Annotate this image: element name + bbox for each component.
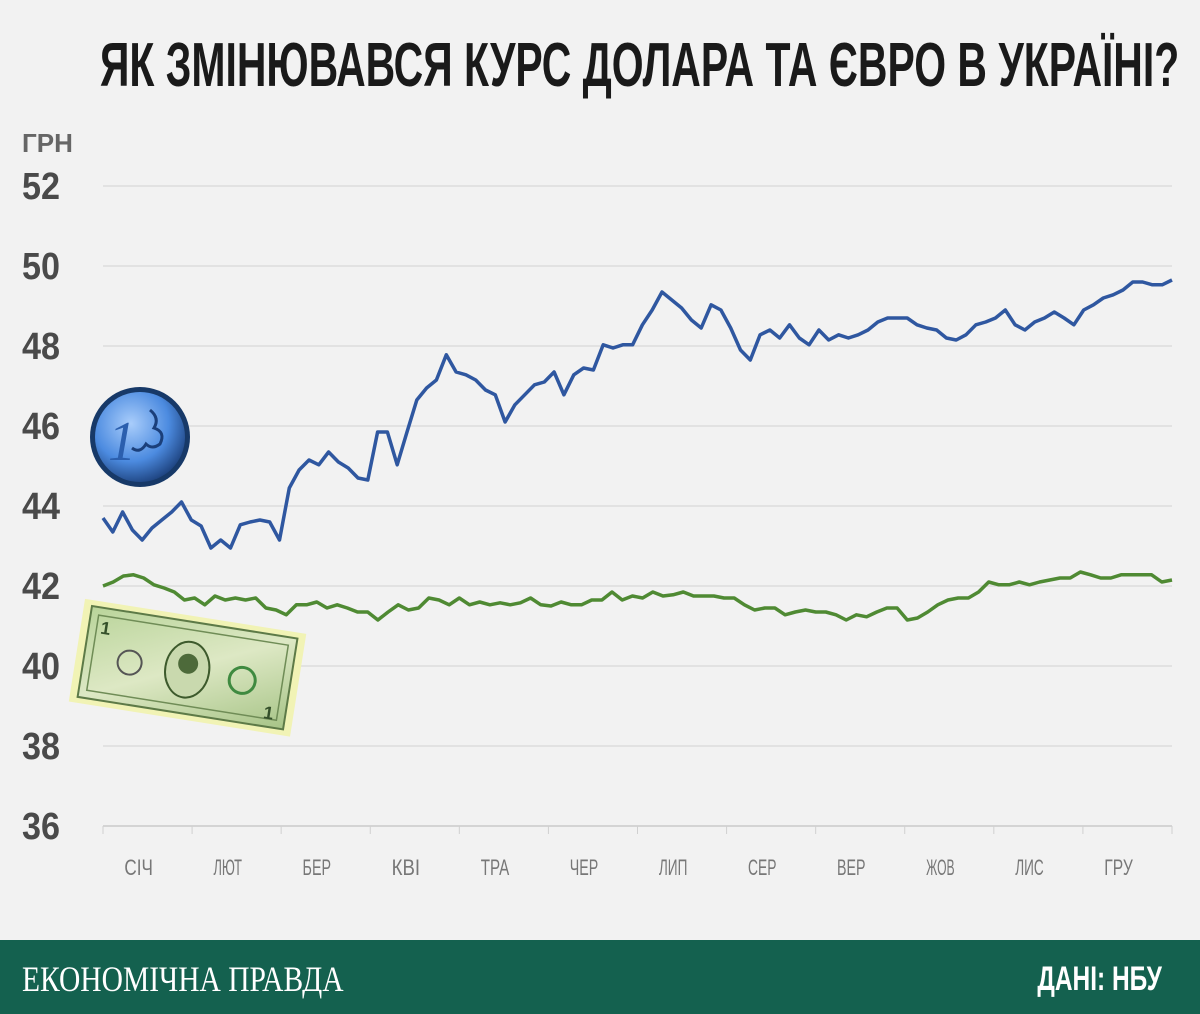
y-tick-label: 40: [22, 646, 60, 688]
x-tick-label: ЖОВ: [926, 855, 955, 880]
y-tick-label: 38: [22, 726, 60, 768]
dollar-bill-icon: 1 1: [68, 598, 307, 737]
series-line-eur: [101, 278, 1173, 550]
brand-logo: ЕКОНОМІЧНА ПРАВДА: [22, 959, 344, 999]
x-tick-label: БЕР: [303, 855, 332, 880]
svg-text:1: 1: [262, 702, 275, 723]
x-tick-label: ГРУ: [1104, 855, 1133, 880]
x-tick-label: СІЧ: [124, 855, 153, 880]
footer-bar: ЕКОНОМІЧНА ПРАВДА ДАНІ: НБУ: [0, 940, 1200, 1014]
x-tick-label: ЛЮТ: [213, 855, 242, 880]
y-tick-label: 52: [22, 166, 60, 208]
euro-coin-icon: 1: [90, 387, 190, 487]
x-tick-label: ЛИП: [659, 855, 688, 880]
x-tick-label: КВІ: [392, 855, 421, 880]
y-tick-label: 44: [22, 486, 60, 528]
chart-title: ЯК ЗМІНЮВАВСЯ КУРС ДОЛАРА ТА ЄВРО В УКРА…: [100, 31, 1180, 100]
svg-text:1: 1: [99, 618, 112, 639]
y-tick-label: 46: [22, 406, 60, 448]
line-chart: ГРН 36 38 40 42 44 46 48 50 52 СІЧ ЛЮТ БЕР КВІ ТРА ЧЕ…: [22, 128, 1173, 880]
x-tick-label: СЕР: [748, 855, 777, 880]
series-line-usd: [102, 570, 1173, 622]
x-tick-label: ТРА: [481, 855, 510, 880]
x-tick-label: ВЕР: [837, 855, 866, 880]
x-tick-label: ЛИС: [1015, 855, 1044, 880]
data-source: ДАНІ: НБУ: [1037, 960, 1162, 998]
y-tick-label: 36: [22, 806, 60, 848]
x-tick-label: ЧЕР: [570, 855, 599, 880]
y-axis-unit: ГРН: [22, 128, 73, 158]
y-tick-label: 48: [22, 326, 60, 368]
svg-text:1: 1: [108, 411, 136, 473]
y-tick-label: 42: [22, 566, 60, 608]
y-tick-label: 50: [22, 246, 60, 288]
